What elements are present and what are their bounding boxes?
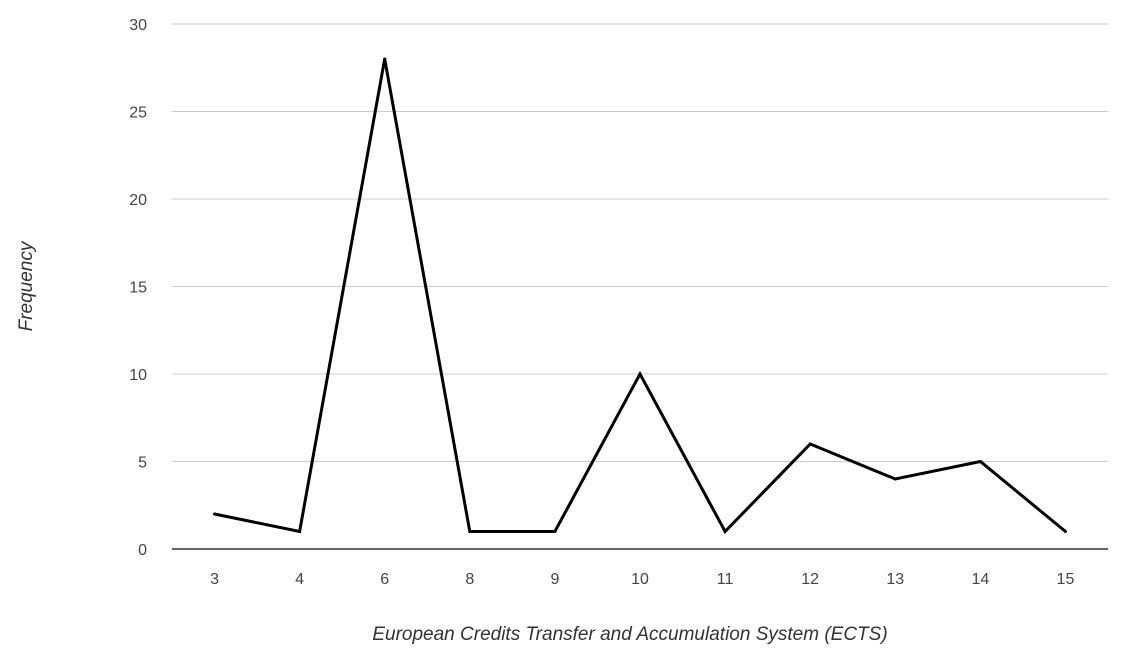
x-tick-label: 13 xyxy=(886,571,904,588)
data-point xyxy=(468,530,472,533)
y-tick-label: 0 xyxy=(138,542,147,559)
data-point xyxy=(1063,530,1067,533)
y-axis-ticks: 0 5 10 15 20 25 30 xyxy=(129,17,147,559)
x-tick-label: 8 xyxy=(465,571,474,588)
x-tick-label: 14 xyxy=(971,571,989,588)
y-axis-title: Frequency xyxy=(16,240,37,331)
data-point xyxy=(213,512,217,516)
data-point xyxy=(638,372,642,376)
x-tick-label: 6 xyxy=(380,571,389,588)
y-tick-label: 25 xyxy=(129,105,147,122)
x-tick-label: 3 xyxy=(210,571,219,588)
y-tick-label: 15 xyxy=(129,280,147,297)
series-layer xyxy=(213,57,1067,535)
data-point xyxy=(808,442,812,446)
y-tick-label: 10 xyxy=(129,367,147,384)
x-tick-label: 15 xyxy=(1057,571,1075,588)
x-tick-label: 4 xyxy=(295,571,304,588)
data-point xyxy=(383,57,387,61)
data-point xyxy=(893,477,897,481)
x-axis-ticks: 3 4 6 8 9 10 11 12 13 14 15 xyxy=(210,571,1074,588)
x-axis-title: European Credits Transfer and Accumulati… xyxy=(372,624,887,645)
series-line xyxy=(214,58,1067,535)
data-point xyxy=(553,530,557,533)
y-tick-label: 5 xyxy=(138,455,147,472)
x-tick-label: 9 xyxy=(550,571,559,588)
data-point xyxy=(978,460,982,463)
data-point xyxy=(298,530,302,533)
y-tick-label: 30 xyxy=(129,17,147,34)
gridlines xyxy=(172,23,1108,462)
x-tick-label: 11 xyxy=(717,571,734,588)
y-tick-label: 20 xyxy=(129,192,147,209)
data-point xyxy=(723,530,727,533)
x-tick-label: 12 xyxy=(801,571,819,588)
x-tick-label: 10 xyxy=(631,571,649,588)
